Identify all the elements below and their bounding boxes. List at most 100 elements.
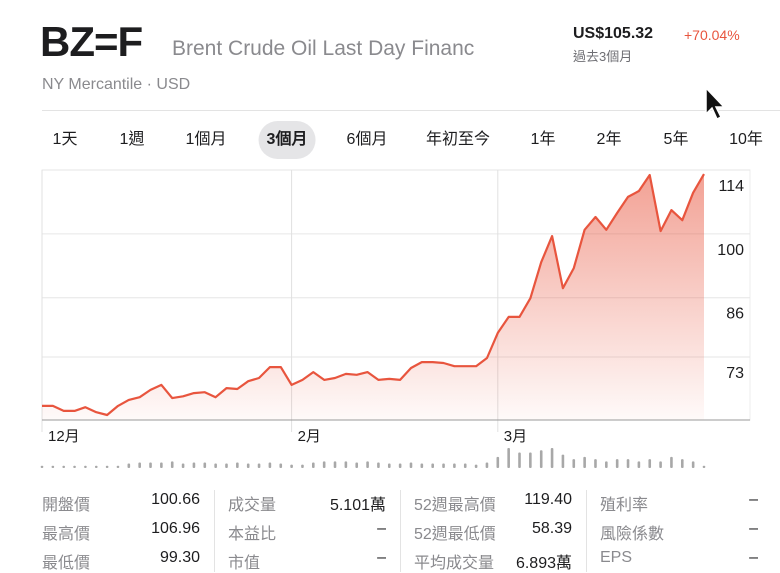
volume-bar [529, 452, 532, 468]
volume-bar [138, 462, 141, 468]
range-tab[interactable]: 5年 [663, 131, 689, 148]
stat-value: 58.39 [531, 520, 572, 537]
volume-bar [301, 464, 304, 468]
stat-value: – [377, 520, 386, 537]
volume-bar [659, 461, 662, 468]
stat-label: 市值 [228, 555, 261, 572]
stat-label: 本益比 [228, 526, 277, 543]
volume-bar [605, 461, 608, 468]
volume-bar [550, 448, 554, 468]
exchange: NY Mercantile · USD [42, 76, 191, 93]
volume-bar [387, 463, 391, 468]
volume-bar [507, 448, 510, 468]
range-tab[interactable]: 3個月 [258, 121, 316, 159]
volume-bar [561, 454, 565, 468]
range-tab[interactable]: 1個月 [185, 131, 227, 148]
stat-label: 風險係數 [600, 526, 665, 543]
stat-label: 平均成交量 [414, 555, 495, 572]
range-tab[interactable]: 2年 [596, 131, 622, 148]
stat-value: – [749, 520, 758, 537]
volume-bar [149, 462, 152, 468]
volume-bar [442, 463, 445, 468]
volume-bar [181, 463, 185, 468]
x-tick-label: 12月 [48, 428, 80, 445]
change: +70.04% [684, 27, 740, 43]
volume-bar [333, 461, 337, 468]
y-tick-label: 86 [726, 306, 744, 323]
volume-bar [127, 463, 131, 468]
volume-bar [702, 465, 706, 468]
volume-bar [496, 456, 500, 468]
volume-bar [691, 461, 695, 468]
price-area [42, 174, 704, 420]
y-tick-label: 100 [717, 242, 744, 259]
range-tab[interactable]: 6個月 [346, 131, 388, 148]
stat-value: 100.66 [151, 491, 200, 508]
volume-bar [583, 456, 586, 468]
stat-label: 52週最高價 [414, 497, 496, 514]
stat-value: – [749, 549, 758, 566]
volume-bar [246, 463, 250, 468]
column-separator [214, 490, 215, 572]
stat-value: 6.893萬 [515, 555, 572, 572]
stat-value: 119.40 [524, 491, 572, 508]
volume-bar [290, 464, 293, 468]
volume-bar [192, 462, 196, 468]
volume-bar [463, 463, 467, 468]
volume-bar [453, 463, 456, 468]
range-tab[interactable]: 年初至今 [425, 131, 491, 148]
stat-label: 成交量 [228, 497, 277, 514]
x-tick-label: 2月 [298, 428, 321, 445]
column-separator [586, 490, 587, 572]
range-tab[interactable]: 1週 [119, 131, 145, 148]
volume-bar [62, 465, 66, 468]
chart: 73 86 100 114 12月 2月 3月 [40, 169, 751, 468]
volume-bar [40, 465, 44, 468]
volume-bar [474, 464, 478, 468]
stat-label: 殖利率 [600, 497, 649, 514]
price-line [42, 173, 705, 417]
volume-bar [322, 461, 326, 468]
column-separator [400, 490, 401, 572]
volume-bar [73, 465, 76, 468]
instrument-name: Brent Crude Oil Last Day Financ [172, 37, 475, 60]
volume-bar [670, 456, 673, 468]
stat-value: – [749, 491, 758, 508]
stat-value: 99.30 [159, 549, 200, 566]
volume-bar [170, 461, 174, 468]
volume-bar [637, 461, 641, 468]
stat-label: 開盤價 [42, 497, 91, 514]
range-tab[interactable]: 10年 [729, 131, 763, 148]
volume-bar [214, 463, 217, 468]
price: US$105.32 [573, 25, 654, 42]
volume-bar [626, 459, 630, 468]
volume-bar [203, 462, 207, 468]
stat-label: EPS [600, 549, 633, 566]
range-tab[interactable]: 1年 [530, 131, 556, 148]
volume-bar [355, 462, 359, 468]
volume-bar [680, 459, 684, 468]
y-tick-label: 73 [726, 365, 744, 382]
volume-bar [344, 461, 348, 468]
volume-bar [105, 465, 109, 468]
volume-bar [377, 462, 380, 468]
volume-bar [409, 462, 413, 468]
volume-bar [279, 463, 283, 468]
x-tick-label: 3月 [504, 428, 527, 445]
volume-bar [615, 459, 619, 468]
volume-bar [51, 465, 55, 468]
stat-label: 最高價 [42, 526, 91, 543]
volume-bar [257, 463, 261, 468]
volume-bar [648, 459, 652, 468]
volume-bar [312, 462, 315, 468]
range-tab[interactable]: 1天 [52, 131, 78, 148]
symbol: BZ=F [40, 18, 143, 65]
volume-bar [366, 461, 369, 468]
stat-label: 最低價 [42, 555, 91, 572]
volume-bar [572, 459, 576, 468]
volume-bar [160, 462, 163, 468]
volume-bar [518, 452, 521, 468]
y-tick-label: 114 [718, 178, 744, 195]
volume-bar [268, 462, 272, 468]
